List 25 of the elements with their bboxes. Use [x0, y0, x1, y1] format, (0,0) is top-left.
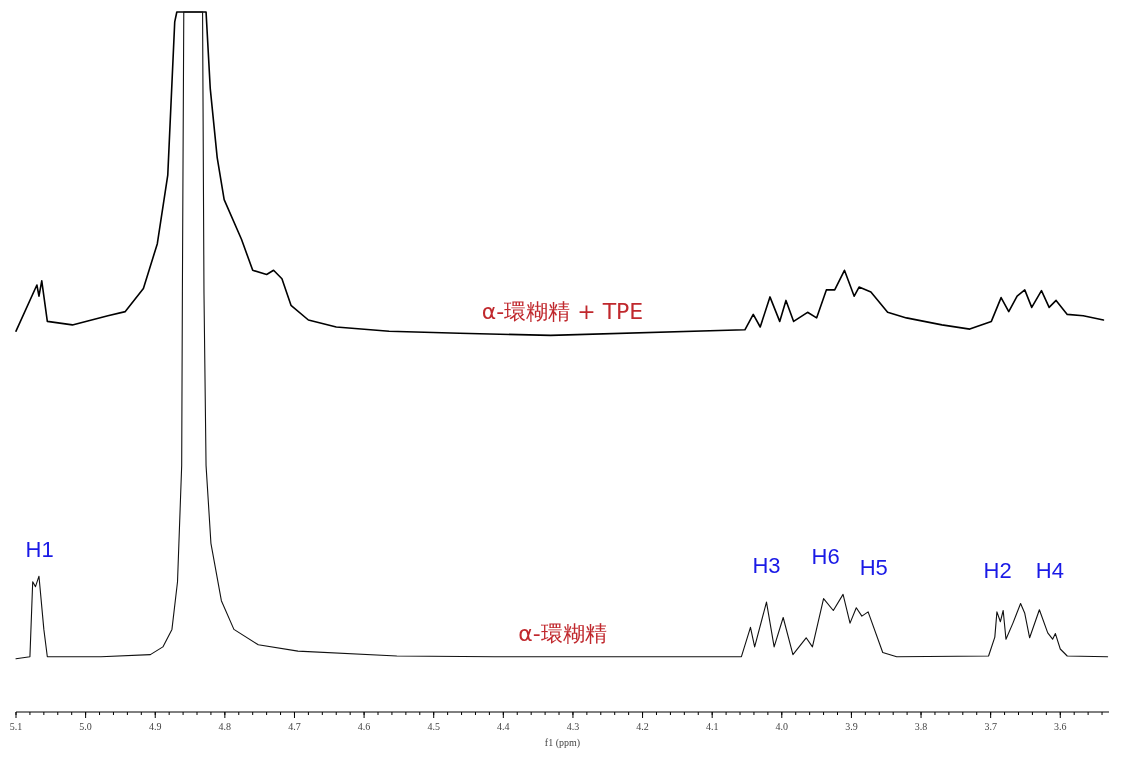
x-tick-label: 3.9: [845, 721, 858, 732]
x-tick-label: 4.2: [636, 721, 649, 732]
x-tick-label: 4.0: [775, 721, 789, 732]
series-label: α-環糊精: [518, 620, 607, 646]
x-tick-label: 4.9: [148, 721, 162, 732]
x-tick-label: 3.6: [1054, 721, 1067, 732]
x-tick-label: 4.1: [705, 721, 719, 732]
x-tick-label: 5.0: [79, 721, 92, 732]
x-tick-label: 3.8: [914, 721, 928, 732]
series-label: α-環糊精 + TPE: [481, 299, 644, 325]
x-tick-label: 4.6: [357, 721, 371, 732]
x-tick-label: 4.7: [288, 721, 301, 732]
x-tick-label: 3.7: [984, 721, 997, 732]
annotation: H4: [1035, 557, 1064, 583]
annotation: H6: [811, 543, 840, 569]
annotation: H5: [859, 554, 888, 580]
x-tick-label: 5.1: [9, 721, 23, 732]
annotation: H2: [983, 557, 1012, 583]
annotation: H1: [25, 536, 54, 562]
x-tick-label: 4.8: [218, 721, 232, 732]
x-tick-label: 4.5: [427, 721, 440, 732]
x-tick-label: 4.4: [497, 721, 510, 732]
annotation: H3: [752, 553, 781, 579]
x-axis-title: f1 (ppm): [544, 737, 581, 749]
x-tick-label: 4.3: [566, 721, 580, 732]
